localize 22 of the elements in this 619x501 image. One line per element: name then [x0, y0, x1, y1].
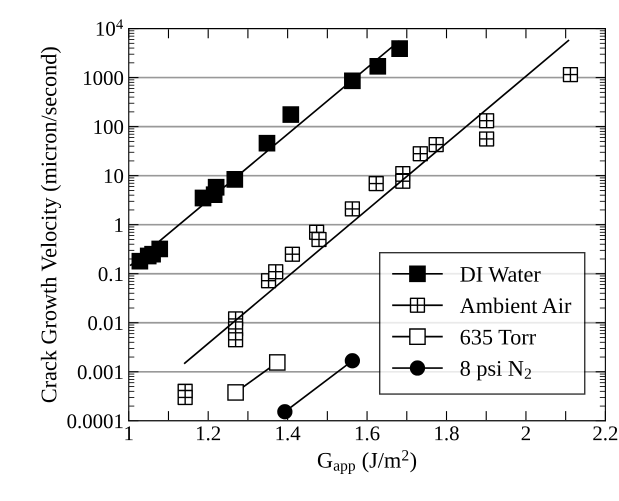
y-axis-title: Crack Growth Velocity (micron/second): [40, 47, 62, 402]
y-tick-label: 0.01: [88, 316, 123, 330]
y-tick-label: 0.0001: [67, 414, 123, 428]
x-axis-title: G$_{app}$ (J/m$^{2}$): [318, 450, 416, 474]
y-tick-label: 0.001: [78, 365, 123, 380]
y-tick-label: 100: [94, 120, 124, 134]
y-tick-label: 1000: [84, 70, 124, 86]
x-tick-label: 1.4: [276, 426, 300, 440]
legend-label: 635 Torr: [460, 330, 536, 345]
y-tick-label: 10$^{4}$: [96, 19, 123, 36]
y-tick-label: 0.1: [98, 267, 123, 282]
legend-label: DI Water: [460, 267, 541, 282]
x-tick-label: 1.2: [197, 426, 220, 440]
legend-label: Ambient Air: [460, 298, 572, 314]
x-tick-label: 2.2: [593, 426, 618, 440]
x-tick-label: 1.6: [356, 426, 380, 440]
x-tick-label: 1: [125, 426, 133, 440]
x-tick-label: 1.8: [435, 426, 459, 440]
x-tick-label: 2: [522, 426, 530, 440]
y-tick-label: 1: [115, 218, 123, 232]
y-tick-label: 10: [104, 169, 124, 184]
legend-label: 8 psi N$_{2}$: [460, 360, 531, 380]
